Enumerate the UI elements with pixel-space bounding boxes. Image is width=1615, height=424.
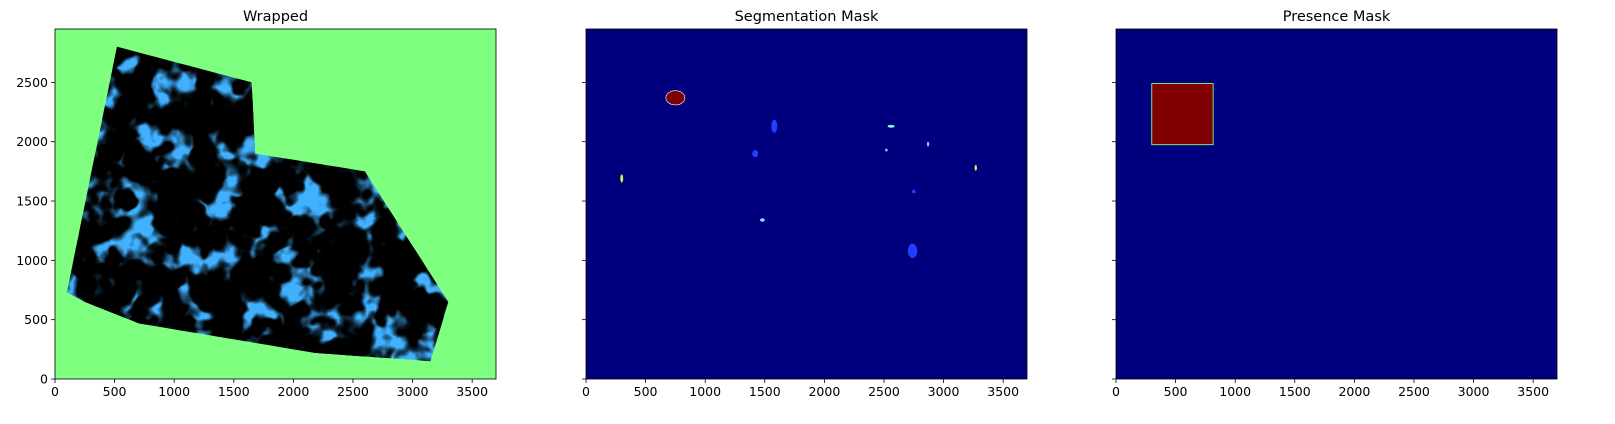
y-tick-label: 1500 <box>16 194 48 209</box>
segmentation-region <box>665 90 686 106</box>
wrapped-y-axis: 0 500 1000 1500 2000 2500 <box>16 75 55 387</box>
segmentation-mask-panel: Segmentation Mask 0 500 1000 1500 2000 2500 30… <box>582 9 1028 399</box>
x-tick-label: 1000 <box>158 384 190 399</box>
x-tick-label: 1000 <box>689 384 721 399</box>
y-tick-label: 1000 <box>16 253 48 268</box>
wrapped-axes-frame <box>54 28 497 380</box>
x-tick-label: 3000 <box>928 384 960 399</box>
x-tick-label: 3000 <box>1458 384 1490 399</box>
presence-mask-x-axis: 0 500 1000 1500 2000 2500 3000 3500 <box>1112 379 1549 399</box>
segmentation-regions <box>620 90 977 258</box>
segmentation-region <box>771 119 778 133</box>
x-tick-label: 500 <box>1164 384 1188 399</box>
x-tick-label: 500 <box>634 384 658 399</box>
segmentation-region <box>926 141 930 147</box>
segmentation-region <box>620 174 624 183</box>
segmentation-region <box>911 189 916 194</box>
presence-regions <box>1151 83 1214 146</box>
x-tick-label: 3000 <box>397 384 429 399</box>
x-tick-label: 500 <box>103 384 127 399</box>
wrapped-x-axis: 0 500 1000 1500 2000 2500 3000 3500 <box>51 379 488 399</box>
segmentation-region <box>907 243 918 258</box>
segmentation-region <box>884 148 888 152</box>
x-tick-label: 0 <box>1112 384 1120 399</box>
segmentation-region <box>752 150 759 158</box>
segmentation-region <box>887 124 895 128</box>
presence-region <box>1151 83 1214 146</box>
x-tick-label: 1000 <box>1219 384 1251 399</box>
presence-mask-axes-frame <box>1115 28 1558 380</box>
segmentation-region <box>974 164 977 171</box>
presence-mask-y-axis <box>1112 81 1116 380</box>
x-tick-label: 3500 <box>456 384 488 399</box>
x-tick-label: 1500 <box>1279 384 1311 399</box>
x-tick-label: 1500 <box>749 384 781 399</box>
wrapped-panel: Wrapped 0 500 1000 1500 2000 2500 3000 3500 0 50… <box>16 9 497 399</box>
segmentation-mask-plot-area <box>586 29 1027 379</box>
segmentation-mask-y-axis <box>582 81 586 380</box>
segmentation-mask-axes-frame <box>585 28 1028 380</box>
x-tick-label: 3500 <box>1517 384 1549 399</box>
x-tick-label: 2000 <box>808 384 840 399</box>
x-tick-label: 0 <box>51 384 59 399</box>
x-tick-label: 2000 <box>277 384 309 399</box>
x-tick-label: 2500 <box>868 384 900 399</box>
presence-mask-title: Presence Mask <box>1283 9 1391 25</box>
x-tick-label: 2000 <box>1338 384 1370 399</box>
y-tick-label: 2500 <box>16 75 48 90</box>
y-tick-label: 500 <box>24 312 48 327</box>
x-tick-label: 2500 <box>1398 384 1430 399</box>
x-tick-label: 1500 <box>218 384 250 399</box>
x-tick-label: 3500 <box>987 384 1019 399</box>
segmentation-mask-title: Segmentation Mask <box>735 9 879 25</box>
y-tick-label: 2000 <box>16 134 48 149</box>
presence-mask-panel: Presence Mask 0 500 1000 1500 2000 2500 3000 35… <box>1112 9 1558 399</box>
x-tick-label: 2500 <box>337 384 369 399</box>
segmentation-region <box>760 218 765 222</box>
x-tick-label: 0 <box>582 384 590 399</box>
segmentation-mask-x-axis: 0 500 1000 1500 2000 2500 3000 3500 <box>582 379 1019 399</box>
presence-mask-plot-area <box>1116 29 1557 379</box>
wrapped-title: Wrapped <box>243 9 308 25</box>
y-tick-label: 0 <box>40 372 48 387</box>
